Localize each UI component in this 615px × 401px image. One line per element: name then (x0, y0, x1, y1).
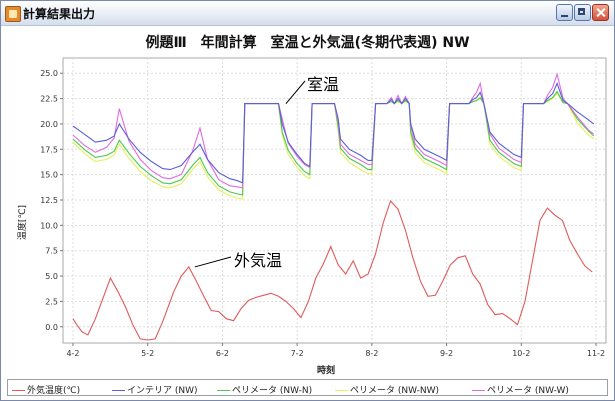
series-line-2 (72, 90, 595, 196)
x-tick-label: 5-2 (141, 349, 154, 358)
x-tick-label: 8-2 (365, 349, 378, 358)
y-tick-label: 0.0 (45, 323, 58, 332)
legend-item: ペリメータ (NW-W) (472, 383, 569, 396)
y-tick-label: 15.0 (40, 171, 58, 180)
legend-item: インテリア (NW) (112, 383, 198, 396)
maximize-icon[interactable] (574, 4, 591, 21)
y-tick-label: 20.0 (40, 120, 58, 129)
y-tick-label: 17.5 (40, 145, 58, 154)
y-tick-label: 7.5 (45, 247, 58, 256)
x-tick-label: 9-2 (440, 349, 453, 358)
series-line-3 (72, 92, 595, 200)
series-line-1 (72, 81, 595, 184)
title-bar[interactable]: 計算結果出力 (1, 1, 614, 26)
legend-swatch (112, 390, 125, 391)
legend-swatch (472, 390, 485, 391)
annotation-outdoor-temp: 外気温 (234, 251, 283, 270)
plot-area (62, 57, 607, 344)
x-axis-label: 時刻 (317, 366, 336, 376)
y-tick-label: 22.5 (40, 95, 58, 104)
series-line-4 (72, 72, 595, 189)
annotation-room-temp: 室温 (307, 75, 340, 94)
legend-label: 外気温度(℃) (27, 386, 81, 396)
chart-legend: 外気温度(℃) インテリア (NW) ペリメータ (NW-N) ペリメータ (NW-N… (7, 379, 608, 396)
y-tick-label: 2.5 (45, 297, 58, 306)
x-tick-label: 7-2 (291, 349, 304, 358)
java-app-icon[interactable] (5, 6, 21, 22)
series-line-0 (72, 199, 593, 341)
annotation-pointer-line (194, 256, 232, 268)
legend-swatch (217, 390, 230, 391)
y-tick-label: 10.0 (40, 221, 58, 230)
legend-label: インテリア (NW) (127, 386, 198, 396)
legend-item: ペリメータ (NW-NW) (335, 383, 439, 396)
legend-label: ペリメータ (NW-N) (232, 386, 313, 396)
y-axis-label: 温度[℃] (18, 204, 29, 241)
y-tick-label: 5.0 (45, 272, 58, 281)
close-icon[interactable] (592, 4, 609, 21)
y-tick-label: 25.0 (40, 69, 58, 78)
legend-swatch (335, 390, 348, 391)
x-tick-label: 4-2 (66, 349, 79, 358)
annotation-pointer-line (285, 80, 306, 104)
chart-title: 例題Ⅲ 年間計算 室温と外気温(冬期代表週) NW (145, 35, 470, 51)
x-tick-label: 6-2 (216, 349, 229, 358)
y-tick-label: 12.5 (40, 196, 58, 205)
legend-swatch (12, 390, 25, 391)
x-tick-label: 10-2 (512, 349, 530, 358)
window-title: 計算結果出力 (23, 7, 96, 21)
legend-item: 外気温度(℃) (12, 383, 80, 396)
legend-label: ペリメータ (NW-W) (487, 386, 569, 396)
legend-label: ペリメータ (NW-NW) (350, 386, 440, 396)
x-tick-label: 11-2 (587, 349, 605, 358)
legend-item: ペリメータ (NW-N) (217, 383, 312, 396)
minimize-icon[interactable] (556, 4, 573, 21)
